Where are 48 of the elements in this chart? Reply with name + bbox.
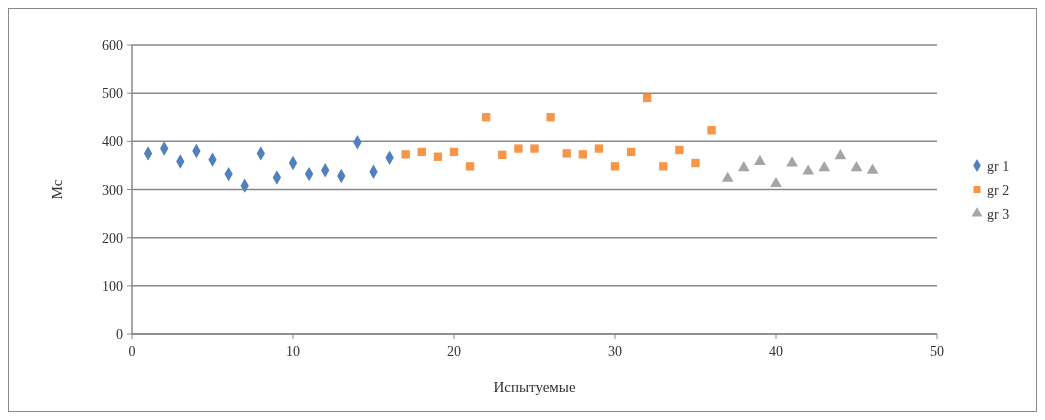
legend-label: gr 1 — [987, 158, 1010, 174]
point — [737, 161, 750, 172]
x-tick-label: 40 — [769, 344, 783, 359]
y-tick-label: 100 — [102, 278, 123, 294]
y-tick-label: 600 — [102, 38, 123, 53]
x-tick-label: 10 — [286, 344, 300, 359]
point — [675, 145, 684, 155]
y-tick-label: 500 — [102, 86, 123, 102]
point — [691, 158, 700, 168]
point — [594, 144, 604, 153]
x-tick-label: 20 — [447, 344, 461, 359]
point — [866, 163, 879, 174]
point — [530, 144, 539, 153]
y-axis-title: Мс — [49, 179, 65, 200]
point — [818, 161, 831, 172]
point — [659, 162, 668, 171]
point — [449, 147, 459, 157]
point — [578, 150, 587, 159]
point — [562, 149, 571, 158]
point — [850, 161, 863, 172]
point — [707, 126, 716, 135]
x-tick-label: 50 — [930, 344, 944, 359]
point — [770, 176, 782, 188]
x-tick-label: 30 — [608, 344, 622, 359]
point — [465, 162, 475, 171]
point — [401, 150, 410, 159]
point — [546, 113, 555, 122]
point — [721, 171, 734, 182]
legend-label: gr 3 — [987, 206, 1010, 222]
point — [643, 93, 652, 103]
point — [834, 148, 847, 160]
y-tick-label: 0 — [116, 327, 123, 342]
x-tick-label: 0 — [128, 344, 136, 359]
point — [610, 162, 620, 171]
x-axis-title: Испытуемые — [493, 379, 576, 395]
point — [802, 164, 815, 175]
y-tick-label: 200 — [102, 230, 123, 246]
point — [626, 147, 636, 157]
point — [754, 154, 766, 165]
y-tick-label: 300 — [102, 182, 123, 198]
y-tick-label: 400 — [102, 134, 123, 150]
legend-label: gr 2 — [987, 182, 1010, 198]
point — [498, 150, 507, 159]
point — [433, 152, 443, 161]
point — [482, 113, 491, 122]
point — [786, 156, 798, 167]
point — [514, 144, 523, 153]
point — [417, 147, 426, 157]
